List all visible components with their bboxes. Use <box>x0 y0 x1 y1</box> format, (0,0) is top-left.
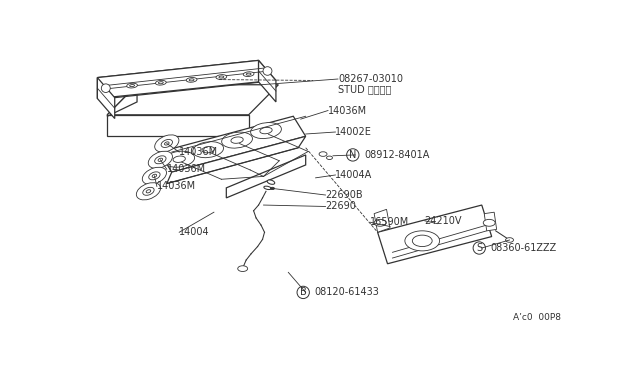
Ellipse shape <box>251 122 282 139</box>
Text: 14004A: 14004A <box>335 170 372 180</box>
Circle shape <box>271 187 275 190</box>
Ellipse shape <box>148 151 172 169</box>
Text: 22690: 22690 <box>326 202 356 211</box>
Text: 14036M: 14036M <box>157 182 196 192</box>
Text: B: B <box>300 288 307 297</box>
Ellipse shape <box>186 77 197 82</box>
Polygon shape <box>159 116 306 172</box>
Ellipse shape <box>193 142 223 158</box>
Ellipse shape <box>216 75 227 79</box>
Text: 22690B: 22690B <box>326 190 363 200</box>
Text: N: N <box>349 150 356 160</box>
Ellipse shape <box>155 135 179 152</box>
Polygon shape <box>108 85 278 115</box>
Circle shape <box>506 238 513 242</box>
Text: 08120-61433: 08120-61433 <box>315 288 380 297</box>
Ellipse shape <box>164 151 195 167</box>
Polygon shape <box>484 212 497 231</box>
Polygon shape <box>378 205 492 264</box>
Circle shape <box>374 219 386 226</box>
Text: 24210V: 24210V <box>425 216 462 226</box>
Ellipse shape <box>221 132 252 148</box>
Ellipse shape <box>101 84 110 93</box>
Text: 14036M: 14036M <box>328 106 367 116</box>
Text: 08267-03010: 08267-03010 <box>338 74 403 84</box>
Text: 14036M: 14036M <box>167 164 206 174</box>
Polygon shape <box>227 155 306 198</box>
Ellipse shape <box>127 83 138 88</box>
Text: 14036M: 14036M <box>179 147 218 157</box>
Polygon shape <box>97 60 259 99</box>
Text: 08912-8401A: 08912-8401A <box>364 150 429 160</box>
Text: 16590M: 16590M <box>370 217 410 227</box>
Polygon shape <box>108 115 249 136</box>
Text: A’c0  00P8: A’c0 00P8 <box>513 314 561 323</box>
Polygon shape <box>259 60 276 102</box>
Polygon shape <box>108 85 137 116</box>
Text: 14002E: 14002E <box>335 127 372 137</box>
Ellipse shape <box>156 80 166 85</box>
Text: STUD スタッド: STUD スタッド <box>338 84 391 94</box>
Circle shape <box>319 152 327 156</box>
Circle shape <box>326 156 332 160</box>
Polygon shape <box>167 136 306 183</box>
Text: 14004: 14004 <box>179 227 210 237</box>
Ellipse shape <box>142 167 166 185</box>
Text: S: S <box>476 243 483 253</box>
Ellipse shape <box>267 180 275 184</box>
Ellipse shape <box>263 67 272 75</box>
Ellipse shape <box>264 186 271 190</box>
Polygon shape <box>97 78 115 119</box>
Ellipse shape <box>243 72 254 77</box>
Circle shape <box>405 231 440 251</box>
Polygon shape <box>374 209 390 232</box>
Circle shape <box>237 266 248 272</box>
Circle shape <box>483 219 495 226</box>
Circle shape <box>412 235 432 247</box>
Ellipse shape <box>136 183 161 200</box>
Text: 08360-61ZZZ: 08360-61ZZZ <box>491 243 557 253</box>
Polygon shape <box>97 60 276 97</box>
